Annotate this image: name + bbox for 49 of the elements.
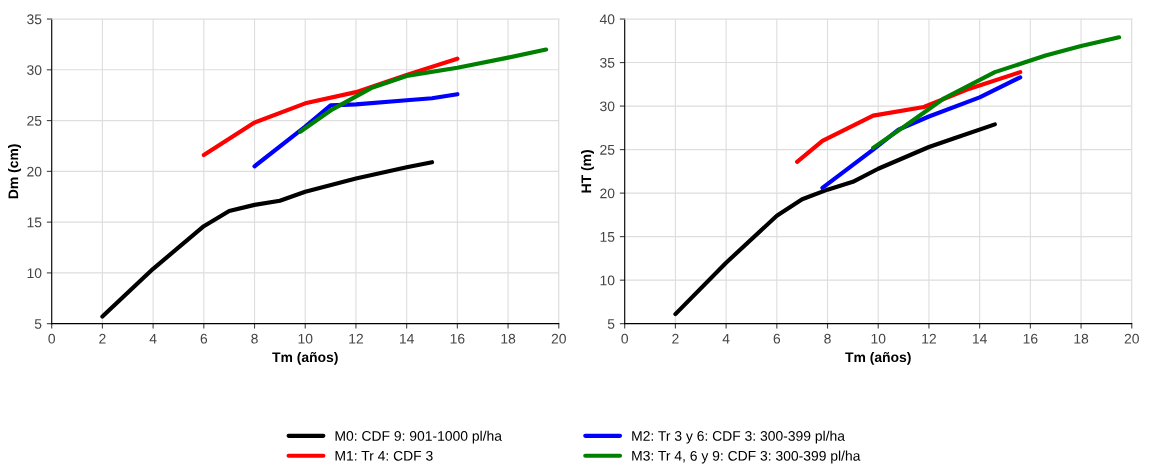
x-tick-label: 10	[298, 333, 313, 344]
line-series	[673, 122, 997, 317]
y-tick-label: 5	[34, 319, 42, 329]
legend-label: M3: Tr 4, 6 y 9: CDF 3: 300-399 pl/ha	[632, 450, 861, 464]
x-tick-label: 2	[672, 333, 679, 344]
x-tick-label: 6	[773, 333, 781, 344]
y-tick-label: 15	[27, 217, 42, 228]
y-tick-label: 20	[27, 166, 42, 177]
y-tick-label: 15	[600, 232, 615, 242]
x-tick-label: 14	[972, 333, 987, 344]
y-tick-label: 25	[27, 115, 42, 126]
x-tick-label: 18	[501, 333, 516, 344]
y-tick-label: 20	[600, 188, 615, 199]
x-tick-label: 0	[621, 333, 629, 344]
y-tick-label: 35	[27, 14, 42, 25]
line-series	[298, 47, 549, 134]
y-tick-label: 5	[607, 319, 615, 329]
y-axis-title: HT (m)	[581, 150, 594, 193]
x-tick-label: 10	[871, 333, 886, 344]
y-tick-label: 30	[27, 65, 42, 75]
x-tick-label: 6	[200, 333, 208, 344]
y-tick-label: 30	[600, 101, 615, 112]
x-tick-label: 12	[922, 333, 936, 344]
x-tick-label: 20	[551, 333, 566, 344]
line-series	[871, 35, 1122, 150]
x-axis-title: Tm (años)	[272, 351, 338, 365]
y-tick-label: 40	[599, 14, 615, 25]
x-tick-label: 12	[349, 333, 363, 344]
x-tick-label: 4	[722, 333, 730, 344]
x-tick-label: 14	[399, 333, 414, 344]
x-tick-label: 2	[99, 333, 106, 344]
x-tick-label: 18	[1074, 333, 1089, 344]
x-tick-label: 0	[48, 333, 56, 344]
line-series	[100, 160, 435, 319]
y-axis-title: Dm (cm)	[8, 144, 21, 199]
x-tick-label: 20	[1124, 333, 1139, 344]
x-tick-label: 8	[824, 333, 831, 344]
legend-label: M1: Tr 4: CDF 3	[335, 450, 433, 461]
y-tick-label: 35	[600, 57, 615, 68]
y-tick-label: 25	[600, 144, 615, 155]
x-tick-label: 16	[1023, 333, 1038, 344]
legend-label: M2: Tr 3 y 6: CDF 3: 300-399 pl/ha	[632, 430, 845, 444]
y-tick-label: 10	[27, 268, 42, 279]
x-tick-label: 8	[251, 333, 258, 344]
legend-label: M0: CDF 9: 901-1000 pl/ha	[335, 430, 502, 444]
x-tick-label: 16	[450, 333, 465, 344]
x-axis-title: Tm (años)	[845, 351, 911, 365]
y-tick-label: 10	[600, 275, 615, 286]
x-tick-label: 4	[149, 333, 157, 344]
